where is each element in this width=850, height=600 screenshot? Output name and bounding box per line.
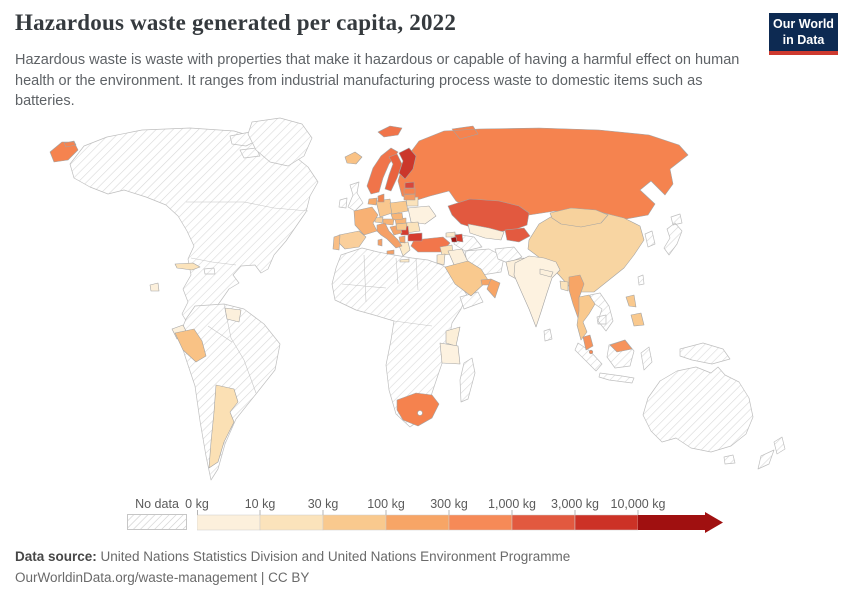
legend-tick-300kg: 300 kg [430, 497, 468, 511]
country-georgia[interactable] [445, 231, 456, 238]
country-united-kingdom-no-data[interactable] [347, 181, 364, 212]
legend-bin-10-30[interactable] [259, 514, 324, 531]
world-map [49, 117, 786, 481]
country-russia-chukotka-wrap[interactable] [49, 140, 79, 163]
country-hispaniola-no-data[interactable] [203, 267, 216, 275]
country-estonia[interactable] [404, 181, 415, 189]
country-lithuania[interactable] [403, 193, 416, 201]
legend-bin-0-10[interactable] [197, 514, 261, 531]
country-peru[interactable] [174, 328, 207, 363]
owid-logo-line1: Our World [773, 17, 834, 31]
country-spain[interactable] [336, 230, 367, 250]
legend-tick-1000kg: 1,000 kg [488, 497, 536, 511]
country-ukraine[interactable] [407, 205, 437, 225]
country-austria[interactable] [382, 218, 395, 226]
border-lines-south-america [207, 303, 257, 394]
region-indochina-no-data[interactable] [589, 292, 614, 332]
legend-tick-10kg: 10 kg [244, 497, 276, 511]
country-poland[interactable] [389, 200, 409, 215]
owid-logo[interactable]: Our World in Data [769, 13, 838, 56]
country-greenland-no-data[interactable] [247, 117, 313, 167]
country-australia-no-data[interactable] [642, 366, 754, 465]
chart-subtitle: Hazardous waste is waste with properties… [15, 52, 740, 110]
country-italy[interactable] [376, 222, 403, 255]
license-link[interactable]: OurWorldinData.org/waste-management | CC… [15, 570, 310, 585]
country-madagascar-no-data[interactable] [459, 357, 476, 403]
legend-bin-10000-plus-arrow[interactable] [638, 512, 723, 533]
country-france[interactable] [353, 206, 379, 236]
country-albania[interactable] [398, 235, 406, 244]
country-armenia[interactable] [450, 236, 458, 243]
country-netherlands[interactable] [367, 197, 378, 206]
legend-no-data-label: No data [135, 497, 179, 511]
country-norway-svalbard[interactable] [377, 125, 403, 138]
country-south-africa[interactable] [396, 392, 440, 427]
border-lines-north-america [186, 201, 309, 266]
country-uzbekistan[interactable] [467, 223, 505, 241]
country-malaysia-peninsula[interactable] [582, 334, 594, 351]
country-guatemala[interactable] [149, 282, 160, 292]
border-lines-africa [341, 254, 433, 419]
country-philippines[interactable] [625, 294, 645, 327]
country-oman[interactable] [486, 278, 501, 299]
country-guyana[interactable] [224, 307, 242, 323]
country-czechia[interactable] [390, 212, 404, 221]
legend-bin-300-1000[interactable] [448, 514, 513, 531]
country-japan-no-data[interactable] [663, 213, 683, 256]
country-malaysia-borneo[interactable] [609, 339, 633, 353]
country-cuba[interactable] [174, 262, 201, 271]
country-switzerland[interactable] [374, 216, 384, 224]
country-indonesia-no-data[interactable] [574, 339, 653, 384]
country-india[interactable] [513, 255, 561, 328]
country-russia[interactable] [397, 125, 689, 221]
legend-tick-10000kg: 10,000 kg [610, 497, 666, 511]
country-lesotho-no-data[interactable] [417, 410, 423, 416]
country-finland[interactable] [398, 147, 417, 180]
country-south-korea-no-data[interactable] [644, 230, 656, 248]
country-new-zealand-no-data[interactable] [757, 436, 786, 470]
country-iceland[interactable] [344, 151, 363, 165]
country-ireland-no-data[interactable] [338, 197, 348, 209]
country-bulgaria[interactable] [407, 232, 423, 242]
legend-bin-100-300[interactable] [385, 514, 450, 531]
owid-logo-line2: in Data [782, 32, 825, 47]
country-papua-new-guinea-no-data[interactable] [679, 342, 731, 365]
legend-tick-30kg: 30 kg [307, 497, 339, 511]
country-sweden[interactable] [384, 153, 403, 192]
legend-tick-0kg: 0 kg [185, 497, 209, 511]
country-kyrgyzstan[interactable] [504, 227, 531, 243]
data-source-text: United Nations Statistics Division and U… [96, 549, 571, 564]
country-denmark[interactable] [377, 193, 385, 203]
country-mongolia[interactable] [549, 207, 609, 228]
data-source-line: Data source: United Nations Statistics D… [15, 549, 570, 564]
country-portugal[interactable] [332, 234, 341, 251]
page-title: Hazardous waste generated per capita, 20… [15, 10, 457, 35]
country-singapore[interactable] [588, 349, 594, 355]
country-thailand[interactable] [576, 294, 596, 341]
data-source-label: Data source: [15, 549, 97, 564]
country-bangladesh[interactable] [559, 280, 569, 292]
legend-tick-100kg: 100 kg [367, 497, 405, 511]
legend-tick-3000kg: 3,000 kg [551, 497, 599, 511]
country-sri-lanka-no-data[interactable] [543, 328, 553, 342]
country-tanzania[interactable] [439, 342, 461, 365]
legend-bin-3000-10000[interactable] [574, 514, 639, 531]
legend-no-data-swatch[interactable] [127, 514, 188, 531]
owid-logo-accent-bar [769, 51, 838, 56]
owid-logo-box: Our World in Data [769, 13, 838, 52]
country-argentina[interactable] [208, 384, 239, 469]
country-jordan[interactable] [436, 253, 446, 266]
country-taiwan-no-data[interactable] [637, 274, 645, 286]
country-nepal[interactable] [539, 268, 554, 278]
legend-color-scale [197, 510, 723, 533]
legend-bin-1000-3000[interactable] [511, 514, 576, 531]
country-latvia[interactable] [403, 187, 416, 195]
legend-bin-30-100[interactable] [322, 514, 387, 531]
